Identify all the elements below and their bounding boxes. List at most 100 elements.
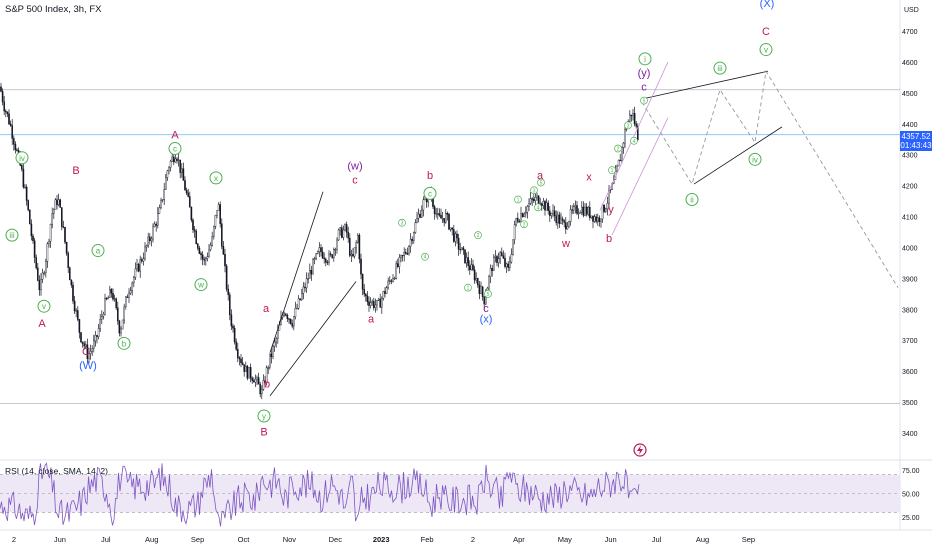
candle-body (566, 226, 569, 230)
candle-body (568, 221, 570, 227)
wave-label: A (171, 130, 179, 142)
candle-body (366, 295, 369, 302)
candle-body (14, 143, 17, 151)
candle-body (180, 168, 183, 173)
candle-body (105, 298, 108, 300)
candle-body (478, 284, 481, 294)
candle-body (561, 218, 564, 221)
candle-body (112, 293, 114, 300)
candle-body (220, 223, 223, 247)
candle-body (236, 349, 239, 359)
candle-body (360, 258, 362, 275)
candle-body (358, 234, 361, 260)
y-tick-label: 4600 (902, 60, 918, 67)
candle-body (461, 247, 463, 251)
candle-body (605, 208, 607, 212)
wave-label: y (608, 204, 614, 216)
candle-body (571, 209, 573, 211)
candle-body (339, 227, 342, 231)
candle-body (397, 263, 399, 267)
subwave-label: 2 (617, 147, 620, 153)
rsi-tick-label: 75.00 (902, 468, 920, 475)
candle-body (328, 253, 330, 263)
candle-body (317, 251, 319, 254)
candle-body (188, 196, 191, 208)
wave-label: B (260, 426, 267, 438)
candle-body (204, 258, 207, 261)
wave-label-circle (713, 61, 727, 75)
candle-body (240, 358, 242, 363)
candle-body (563, 220, 565, 223)
candle-body (228, 294, 231, 316)
candle-body (150, 238, 153, 241)
candle-body (616, 165, 618, 172)
wave-label: (W) (79, 360, 97, 372)
y-tick-label: 4700 (902, 29, 918, 36)
candle-body (121, 319, 124, 330)
candle-body (301, 293, 303, 300)
candle-body (401, 255, 404, 257)
candle-body (172, 156, 175, 163)
candle-body (67, 253, 69, 268)
candle-body (89, 350, 92, 354)
candle-body (323, 257, 326, 260)
candle-body (557, 214, 559, 223)
candle-body (99, 319, 101, 329)
x-tick-label: Apr (513, 535, 525, 544)
candle-body (334, 249, 337, 251)
subwave-label-circle (464, 283, 472, 292)
y-tick-label: 4000 (902, 245, 918, 252)
candle-body (86, 344, 89, 359)
candle-body (451, 227, 454, 230)
candle-body (289, 318, 292, 324)
subwave-label: 4 (633, 139, 636, 145)
subwave-label: 5 (487, 292, 490, 298)
candle-body (459, 248, 462, 251)
candle-body (513, 224, 516, 240)
candle-body (445, 213, 447, 223)
candle-body (569, 209, 572, 222)
candle-body (104, 298, 106, 315)
candle-body (603, 204, 605, 212)
candle-body (307, 278, 310, 280)
candle-body (1, 91, 4, 103)
candle-body (169, 160, 172, 168)
candle-body (184, 180, 186, 191)
candle-body (637, 126, 639, 141)
wave-label: c (641, 82, 647, 94)
candle-body (601, 204, 604, 220)
candle-body (88, 353, 90, 359)
candle-body (108, 289, 111, 298)
candle-body (262, 380, 265, 390)
candle-body (544, 201, 546, 211)
candle-body (320, 247, 322, 253)
subwave-label: 2 (477, 233, 480, 239)
candle-body (166, 170, 169, 178)
candle-body (212, 226, 215, 237)
candle-body (131, 282, 134, 291)
candle-body (272, 346, 274, 357)
candle-body (491, 267, 494, 271)
candle-body (590, 215, 593, 218)
candle-body (520, 213, 522, 222)
candle-body (152, 226, 154, 240)
candle-body (227, 288, 230, 295)
candle-body (275, 338, 278, 343)
wave-label: B (72, 165, 79, 177)
candle-body (558, 214, 561, 224)
candle-body (120, 328, 122, 334)
candle-body (24, 186, 26, 189)
candle-body (48, 240, 50, 244)
candle-body (579, 211, 581, 214)
candle-body (83, 343, 85, 347)
candle-body (392, 278, 394, 282)
candle-body (139, 259, 142, 272)
candle-body (118, 320, 121, 334)
candle-body (222, 246, 225, 255)
candle-body (128, 292, 130, 298)
x-tick-label: Sep (742, 535, 755, 544)
subwave-label: 4 (424, 255, 427, 261)
candle-body (499, 252, 502, 259)
candle-body (244, 365, 247, 372)
